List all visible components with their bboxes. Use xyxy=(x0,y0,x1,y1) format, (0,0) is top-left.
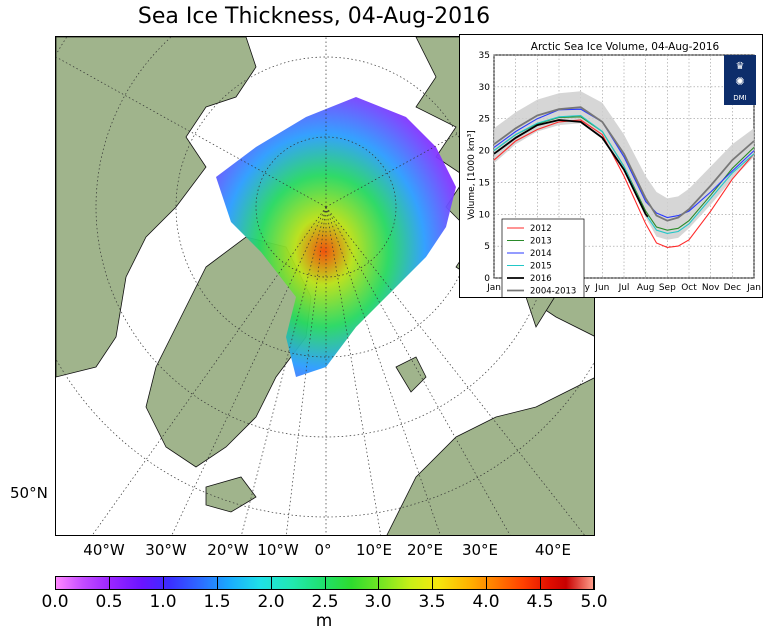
sea-ice-extent xyxy=(216,97,456,377)
colorbar-tick-label: 2.0 xyxy=(257,592,285,612)
legend-label: 2012 xyxy=(530,224,552,234)
colorbar-tick-label: 0.5 xyxy=(95,592,123,612)
x-tick-label: Jan xyxy=(746,283,761,293)
x-tick-label: Nov xyxy=(702,283,720,293)
lon-label-10w: 10°W xyxy=(257,541,299,559)
chart-title: Arctic Sea Ice Volume, 04-Aug-2016 xyxy=(531,41,720,53)
colorbar-tick-label: 2.5 xyxy=(311,592,339,612)
land-scandinavia xyxy=(386,377,594,535)
colorbar-tick-mark xyxy=(378,576,379,590)
lon-label-20w: 20°W xyxy=(207,541,249,559)
colorbar-tick-mark xyxy=(163,576,164,590)
dmi-crown-icon: ♛ xyxy=(736,61,745,72)
sea-ice-map xyxy=(55,36,595,536)
land-svalbard xyxy=(395,356,427,393)
colorbar-tick-label: 4.5 xyxy=(526,592,554,612)
y-tick-label: 10 xyxy=(479,210,491,220)
series-line-2014 xyxy=(493,108,755,219)
page-title: Sea Ice Thickness, 04-Aug-2016 xyxy=(137,4,491,29)
y-tick-label: 15 xyxy=(479,178,490,188)
colorbar-tick-label: 5.0 xyxy=(580,592,608,612)
legend-label: 2016 xyxy=(530,274,552,284)
colorbar-tick-mark xyxy=(540,576,541,590)
colorbar-tick-mark xyxy=(271,576,272,590)
y-tick-label: 5 xyxy=(484,242,490,252)
colorbar-tick-mark xyxy=(325,576,326,590)
x-tick-label: Aug xyxy=(637,283,655,293)
colorbar-tick-mark xyxy=(55,576,56,590)
colorbar-tick-mark xyxy=(432,576,433,590)
legend-label: 2014 xyxy=(530,249,552,259)
legend-label: 2013 xyxy=(530,237,552,247)
series-line-2004-2013 xyxy=(493,106,755,222)
series-line-2013 xyxy=(493,116,755,231)
y-tick-label: 25 xyxy=(479,115,490,125)
colorbar-tick-mark xyxy=(594,576,595,590)
y-tick-label: 30 xyxy=(479,83,491,93)
lon-label-30e: 30°E xyxy=(461,541,499,559)
latitude-label: 50°N xyxy=(10,484,48,502)
x-tick-label: Dec xyxy=(724,283,741,293)
colorbar-unit: m xyxy=(315,611,333,631)
colorbar-tick-label: 0.0 xyxy=(41,592,69,612)
land-canadian-archipelago xyxy=(56,37,257,378)
map-svg xyxy=(56,37,594,535)
series-line-2016 xyxy=(493,119,649,218)
colorbar-tick-mark xyxy=(217,576,218,590)
volume-chart-inset: Arctic Sea Ice Volume, 04-Aug-2016 Volum… xyxy=(459,34,763,301)
x-tick-label: Jan xyxy=(486,283,501,293)
lon-label-20e: 20°E xyxy=(406,541,444,559)
y-tick-label: 0 xyxy=(484,274,490,284)
legend-label: 2004-2013 xyxy=(530,287,576,297)
volume-chart-svg: Arctic Sea Ice Volume, 04-Aug-2016 Volum… xyxy=(467,41,761,301)
lon-label-10e: 10°E xyxy=(355,541,393,559)
colorbar-tick-label: 3.5 xyxy=(418,592,446,612)
lon-label-30w: 30°W xyxy=(145,541,187,559)
x-tick-label: Oct xyxy=(681,283,697,293)
colorbar-tick-mark xyxy=(109,576,110,590)
legend-label: 2015 xyxy=(530,262,552,272)
dmi-logo: ♛ ✺ DMI xyxy=(724,55,756,105)
lon-label-0: 0° xyxy=(314,541,332,559)
x-tick-label: Jun xyxy=(594,283,609,293)
colorbar-tick-mark xyxy=(486,576,487,590)
land-iceland xyxy=(205,476,257,513)
chart-plot-area: 05101520253035JanFebMarAprMayJunJulAugSe… xyxy=(479,51,761,301)
y-tick-label: 20 xyxy=(479,147,491,157)
lon-label-40e: 40°E xyxy=(534,541,572,559)
colorbar-tick-label: 1.5 xyxy=(203,592,231,612)
colorbar-tick-label: 3.0 xyxy=(364,592,392,612)
colorbar-tick-label: 4.0 xyxy=(472,592,500,612)
chart-ylabel: Volume, [1000 km³] xyxy=(467,130,477,220)
lon-label-40w: 40°W xyxy=(83,541,125,559)
x-tick-label: Jul xyxy=(618,283,630,293)
y-tick-label: 35 xyxy=(479,51,490,61)
colorbar-tick-label: 1.0 xyxy=(149,592,177,612)
chart-legend xyxy=(501,218,585,301)
x-tick-label: Sep xyxy=(659,283,676,293)
dmi-logo-text: DMI xyxy=(733,94,747,102)
dmi-sun-icon: ✺ xyxy=(735,75,744,88)
series-line-2012 xyxy=(493,119,755,248)
